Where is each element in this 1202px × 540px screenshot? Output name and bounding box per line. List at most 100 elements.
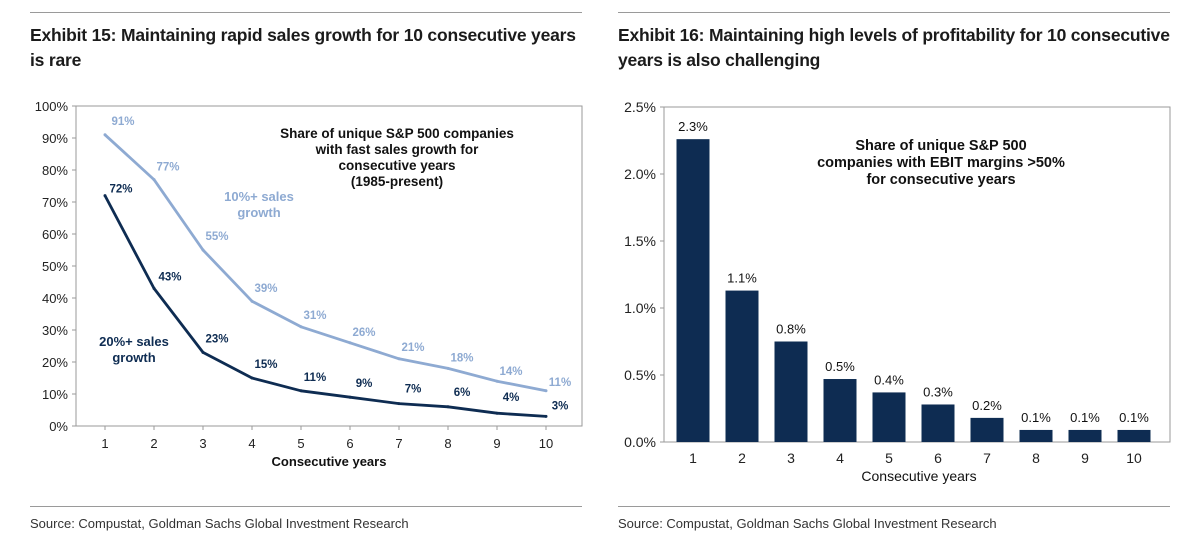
data-label: 2.3% [678,119,708,134]
x-tick-label: 7 [395,436,402,451]
y-tick-label: 2.5% [624,99,656,115]
series-point [397,402,401,406]
series-label-line: growth [112,350,155,365]
series-point [250,376,254,380]
data-label: 72% [109,184,132,196]
data-label: 3% [552,400,569,412]
bar [1068,429,1102,442]
x-tick-label: 9 [493,436,500,451]
data-label: 11% [549,377,571,389]
exhibit-16-panel: Exhibit 16: Maintaining high levels of p… [618,0,1171,540]
x-tick-label: 4 [836,450,844,466]
series-point [495,379,499,383]
y-tick-label: 70% [42,195,68,210]
y-tick-label: 50% [42,259,68,274]
bar [823,379,857,442]
annotation-line: with fast sales growth for [315,142,480,157]
series-label-20pct: 20%+ sales growth [99,334,169,365]
y-tick-label: 0.5% [624,367,656,383]
data-label: 43% [158,271,181,283]
x-tick-label: 4 [248,436,255,451]
y-tick-label: 1.5% [624,233,656,249]
series-label-line: 20%+ sales [99,334,169,349]
bar [872,392,906,442]
annotation-line: (1985-present) [351,174,443,189]
y-tick-label: 0% [49,419,68,434]
x-tick-label: 8 [1032,450,1040,466]
ebit-margin-bar-chart: 0.0% 0.5% 1.0% 1.5% 2.0% 2.5% 2.3% 1 1.1% 2 0.8% 3 0… [624,99,1171,484]
y-tick-label: 2.0% [624,166,656,182]
exhibit-16-source: Source: Compustat, Goldman Sachs Global … [618,516,997,531]
bar [921,404,955,442]
x-tick-label: 1 [689,450,697,466]
sales-growth-line-chart: 0% 10% 20% 30% 40% 50% 60% 70% 80% 90% 100% 1 2 3 4 5 6 7… [35,99,583,469]
x-axis-title: Consecutive years [272,454,387,469]
exhibit-15-panel: Exhibit 15: Maintaining rapid sales grow… [30,0,583,540]
bar [676,139,710,442]
series-label-10pct: 10%+ sales growth [224,189,294,220]
bar [970,417,1004,442]
data-label: 0.8% [776,322,806,337]
x-tick-label: 5 [297,436,304,451]
annotation-line: for consecutive years [866,172,1015,188]
series-point [348,395,352,399]
data-label: 26% [352,327,375,339]
chart-annotation: Share of unique S&P 500 companies with fa… [280,126,514,189]
exhibit-15-source: Source: Compustat, Goldman Sachs Global … [30,516,409,531]
x-tick-label: 10 [539,436,553,451]
data-label: 11% [304,372,326,384]
data-label: 31% [303,310,326,322]
data-label: 0.1% [1070,410,1100,425]
series-point [152,178,156,182]
data-label: 77% [156,162,179,174]
bottom-rule [30,506,582,507]
data-label: 0.4% [874,372,904,387]
x-tick-label: 10 [1126,450,1142,466]
data-label: 0.5% [825,359,855,374]
exhibit-15-title: Exhibit 15: Maintaining rapid sales grow… [30,25,576,70]
x-tick-label: 6 [934,450,942,466]
data-label: 0.1% [1119,410,1149,425]
annotation-line: companies with EBIT margins >50% [817,155,1065,171]
top-rule [618,12,1170,13]
series-line [104,133,547,393]
x-tick-label: 9 [1081,450,1089,466]
x-tick-label: 3 [199,436,206,451]
y-tick-label: 30% [42,323,68,338]
plot-frame [663,106,1171,443]
x-tick-label: 1 [101,436,108,451]
y-tick-label: 40% [42,291,68,306]
series-point [299,389,303,393]
bar [774,341,808,442]
y-tick-label: 20% [42,355,68,370]
series-point [397,357,401,361]
annotation-line: consecutive years [338,158,455,173]
x-tick-label: 6 [346,436,353,451]
series-point [446,366,450,370]
series-point [103,194,107,198]
series-point [201,350,205,354]
x-tick-label: 3 [787,450,795,466]
series-point [103,133,107,137]
bar [1019,429,1053,442]
bottom-rule [618,506,1170,507]
data-label: 1.1% [727,271,757,286]
x-tick-label: 7 [983,450,991,466]
series-line [103,194,547,418]
x-tick-label: 2 [150,436,157,451]
data-label: 15% [254,359,277,371]
series-point [299,325,303,329]
y-tick-label: 10% [42,387,68,402]
series-point [544,414,548,418]
series-point [152,286,156,290]
series-point [348,341,352,345]
data-label: 0.1% [1021,410,1051,425]
top-rule [30,12,582,13]
y-tick-label: 90% [42,131,68,146]
series-point [250,299,254,303]
data-label: 18% [450,352,473,364]
data-label: 0.2% [972,398,1002,413]
x-tick-label: 5 [885,450,893,466]
y-tick-label: 100% [35,99,69,114]
data-label: 23% [205,333,228,345]
